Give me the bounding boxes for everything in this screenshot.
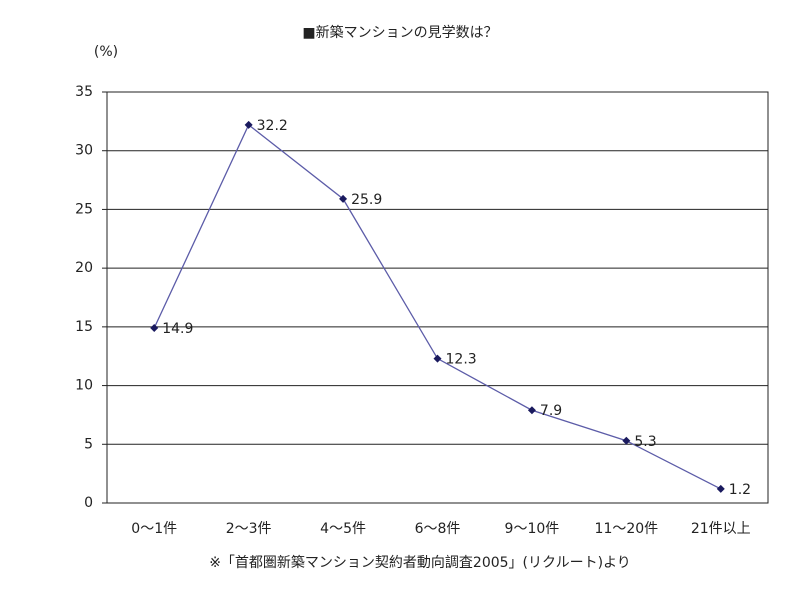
- x-tick-label: 4〜5件: [320, 521, 366, 537]
- x-tick-label: 11〜20件: [595, 521, 659, 537]
- chart-title: ■新築マンションの見学数は？: [302, 25, 497, 41]
- x-tick-label: 0〜1件: [131, 521, 177, 537]
- y-axis-label: (%): [94, 44, 118, 60]
- x-tick-label: 2〜3件: [226, 521, 272, 537]
- y-tick-label: 5: [84, 436, 93, 452]
- marker: [527, 406, 536, 415]
- plot-frame: [106, 91, 769, 504]
- marker: [150, 324, 159, 333]
- marker: [622, 436, 631, 445]
- y-tick-label: 25: [75, 201, 93, 217]
- y-tick-label: 20: [75, 260, 93, 276]
- y-tick-label: 35: [75, 84, 93, 100]
- y-tick-label: 10: [75, 378, 93, 394]
- x-tick-label: 9〜10件: [505, 521, 560, 537]
- data-label: 7.9: [540, 403, 562, 419]
- y-tick-label: 15: [75, 319, 93, 335]
- marker: [716, 484, 725, 493]
- data-label: 14.9: [162, 321, 193, 337]
- data-label: 12.3: [446, 352, 477, 368]
- marker: [339, 194, 348, 203]
- marker: [244, 120, 253, 129]
- y-tick-label: 0: [84, 495, 93, 511]
- data-label: 1.2: [729, 482, 751, 498]
- data-label: 5.3: [634, 434, 656, 450]
- source-note: ※「首都圏新築マンション契約者動向調査2005」(リクルート)より: [209, 555, 631, 571]
- x-tick-label: 21件以上: [691, 521, 751, 537]
- x-tick-label: 6〜8件: [415, 521, 461, 537]
- marker: [433, 354, 442, 363]
- data-label: 25.9: [351, 192, 382, 208]
- data-label: 32.2: [257, 118, 288, 134]
- y-tick-label: 30: [75, 143, 93, 159]
